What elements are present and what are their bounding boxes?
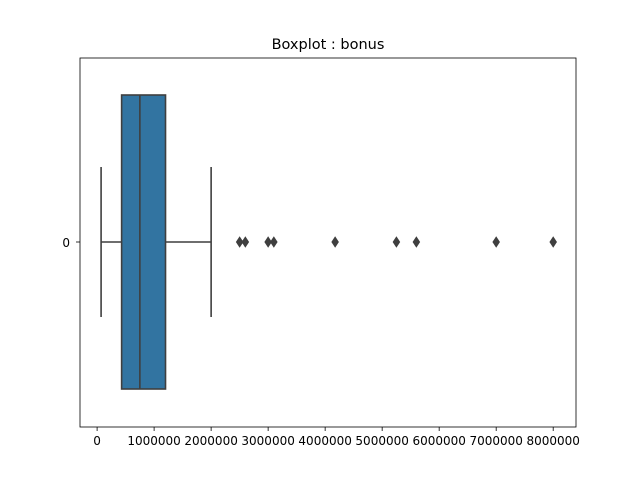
outlier-point: [549, 236, 557, 248]
x-tick-label: 2000000: [184, 434, 237, 448]
outlier-point: [235, 236, 244, 248]
x-tick-label: 8000000: [526, 434, 579, 448]
outlier-point: [331, 236, 339, 248]
x-tick-label: 1000000: [127, 434, 180, 448]
x-tick-label: 5000000: [355, 434, 408, 448]
outlier-point: [270, 236, 278, 248]
axes-frame: [79, 57, 577, 428]
outlier-point: [392, 236, 401, 248]
x-tick-label: 7000000: [469, 434, 522, 448]
x-tick-label: 0: [93, 434, 101, 448]
x-tick-label: 4000000: [298, 434, 351, 448]
outlier-point: [264, 236, 272, 248]
outlier-point: [241, 236, 250, 248]
outlier-point: [412, 236, 421, 248]
outlier-point: [492, 236, 500, 248]
chart-title: Boxplot : bonus: [272, 37, 385, 53]
iqr-box: [120, 94, 167, 390]
y-tick-label: 0: [62, 236, 70, 250]
plot-area: [100, 94, 557, 390]
x-tick-label: 3000000: [241, 434, 294, 448]
x-axis: 0 1000000 2000000 3000000 4000000 5000000 6000…: [93, 427, 580, 448]
x-tick-label: 6000000: [412, 434, 465, 448]
